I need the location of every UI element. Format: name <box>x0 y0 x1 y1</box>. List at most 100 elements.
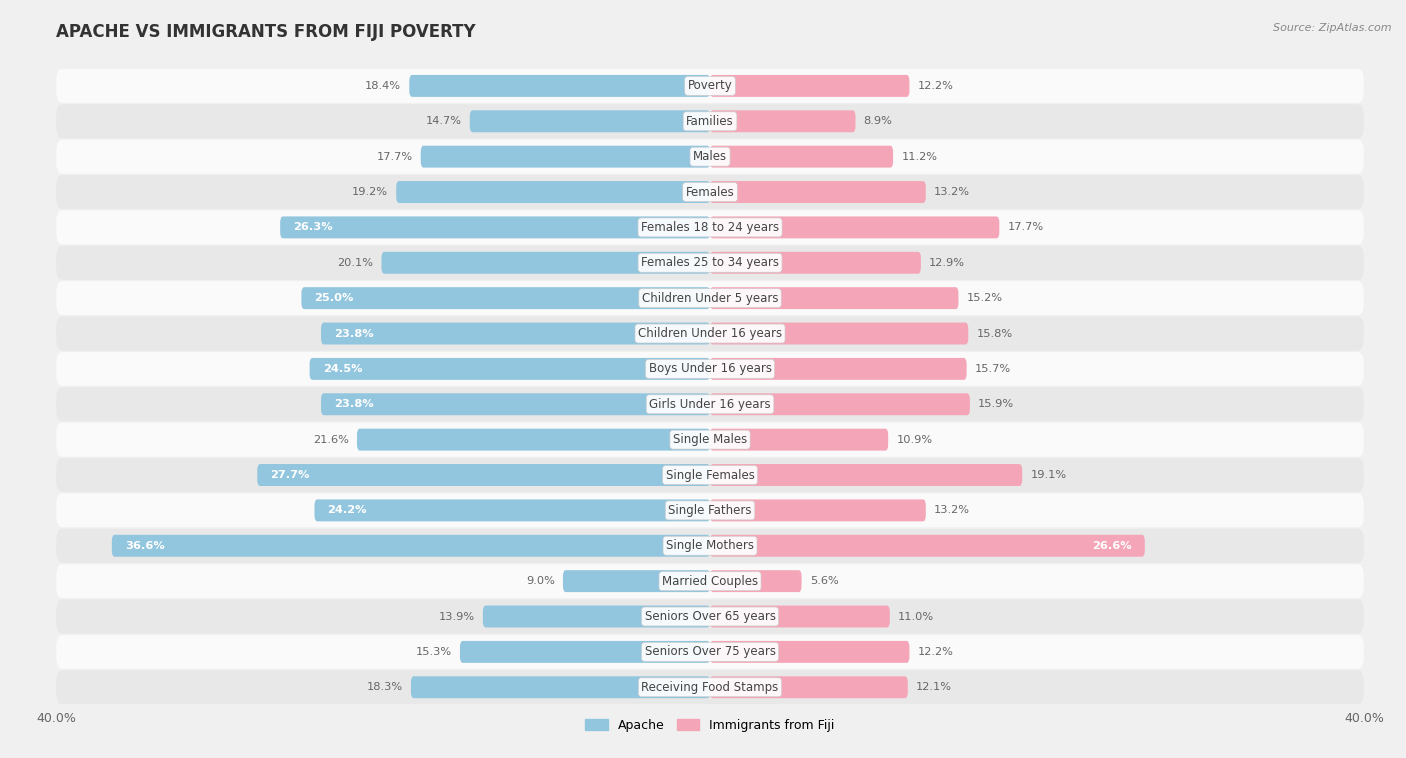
FancyBboxPatch shape <box>562 570 710 592</box>
Text: 23.8%: 23.8% <box>335 399 374 409</box>
Text: 18.4%: 18.4% <box>366 81 401 91</box>
FancyBboxPatch shape <box>56 670 1364 704</box>
Text: 25.0%: 25.0% <box>315 293 354 303</box>
FancyBboxPatch shape <box>710 252 921 274</box>
FancyBboxPatch shape <box>710 606 890 628</box>
Text: 12.2%: 12.2% <box>918 647 953 657</box>
Text: 18.3%: 18.3% <box>367 682 402 692</box>
Text: 27.7%: 27.7% <box>270 470 309 480</box>
Text: 15.3%: 15.3% <box>416 647 451 657</box>
Text: 8.9%: 8.9% <box>863 116 893 127</box>
Text: 13.2%: 13.2% <box>934 187 970 197</box>
FancyBboxPatch shape <box>710 535 1144 556</box>
FancyBboxPatch shape <box>56 635 1364 669</box>
Text: 19.1%: 19.1% <box>1031 470 1067 480</box>
Text: 26.6%: 26.6% <box>1092 540 1132 551</box>
FancyBboxPatch shape <box>396 181 710 203</box>
FancyBboxPatch shape <box>710 641 910 662</box>
Text: 15.9%: 15.9% <box>979 399 1014 409</box>
FancyBboxPatch shape <box>56 139 1364 174</box>
Text: Children Under 5 years: Children Under 5 years <box>641 292 779 305</box>
FancyBboxPatch shape <box>56 211 1364 244</box>
FancyBboxPatch shape <box>56 281 1364 315</box>
FancyBboxPatch shape <box>357 429 710 450</box>
FancyBboxPatch shape <box>56 105 1364 138</box>
FancyBboxPatch shape <box>56 600 1364 634</box>
FancyBboxPatch shape <box>56 458 1364 492</box>
Text: 26.3%: 26.3% <box>294 222 333 233</box>
FancyBboxPatch shape <box>301 287 710 309</box>
Text: 15.8%: 15.8% <box>976 328 1012 339</box>
Text: 9.0%: 9.0% <box>526 576 555 586</box>
FancyBboxPatch shape <box>470 111 710 132</box>
Text: Single Females: Single Females <box>665 468 755 481</box>
Text: Seniors Over 75 years: Seniors Over 75 years <box>644 645 776 659</box>
FancyBboxPatch shape <box>710 146 893 168</box>
FancyBboxPatch shape <box>482 606 710 628</box>
FancyBboxPatch shape <box>710 429 889 450</box>
Text: 36.6%: 36.6% <box>125 540 165 551</box>
Text: 24.2%: 24.2% <box>328 506 367 515</box>
Text: Single Mothers: Single Mothers <box>666 539 754 553</box>
FancyBboxPatch shape <box>710 217 1000 238</box>
Text: Children Under 16 years: Children Under 16 years <box>638 327 782 340</box>
FancyBboxPatch shape <box>112 535 710 556</box>
Text: Boys Under 16 years: Boys Under 16 years <box>648 362 772 375</box>
Text: Single Fathers: Single Fathers <box>668 504 752 517</box>
FancyBboxPatch shape <box>321 323 710 344</box>
Text: 5.6%: 5.6% <box>810 576 838 586</box>
Text: 10.9%: 10.9% <box>897 434 932 445</box>
Text: Females 25 to 34 years: Females 25 to 34 years <box>641 256 779 269</box>
Text: Married Couples: Married Couples <box>662 575 758 587</box>
Text: Source: ZipAtlas.com: Source: ZipAtlas.com <box>1274 23 1392 33</box>
FancyBboxPatch shape <box>56 493 1364 528</box>
Text: Receiving Food Stamps: Receiving Food Stamps <box>641 681 779 694</box>
Text: 11.2%: 11.2% <box>901 152 938 161</box>
Text: Seniors Over 65 years: Seniors Over 65 years <box>644 610 776 623</box>
Text: Single Males: Single Males <box>673 433 747 446</box>
Text: 14.7%: 14.7% <box>426 116 461 127</box>
FancyBboxPatch shape <box>257 464 710 486</box>
FancyBboxPatch shape <box>56 246 1364 280</box>
Text: Females: Females <box>686 186 734 199</box>
Text: 12.2%: 12.2% <box>918 81 953 91</box>
Text: 20.1%: 20.1% <box>337 258 374 268</box>
FancyBboxPatch shape <box>420 146 710 168</box>
FancyBboxPatch shape <box>710 500 925 522</box>
Text: 12.1%: 12.1% <box>915 682 952 692</box>
Text: Poverty: Poverty <box>688 80 733 92</box>
FancyBboxPatch shape <box>321 393 710 415</box>
FancyBboxPatch shape <box>710 358 967 380</box>
Text: 15.2%: 15.2% <box>967 293 1002 303</box>
FancyBboxPatch shape <box>381 252 710 274</box>
Text: 15.7%: 15.7% <box>974 364 1011 374</box>
Text: 21.6%: 21.6% <box>314 434 349 445</box>
FancyBboxPatch shape <box>710 181 925 203</box>
FancyBboxPatch shape <box>710 464 1022 486</box>
Text: 12.9%: 12.9% <box>929 258 965 268</box>
FancyBboxPatch shape <box>56 69 1364 103</box>
Text: APACHE VS IMMIGRANTS FROM FIJI POVERTY: APACHE VS IMMIGRANTS FROM FIJI POVERTY <box>56 23 475 41</box>
FancyBboxPatch shape <box>56 529 1364 562</box>
FancyBboxPatch shape <box>411 676 710 698</box>
Text: 17.7%: 17.7% <box>377 152 412 161</box>
FancyBboxPatch shape <box>710 323 969 344</box>
FancyBboxPatch shape <box>460 641 710 662</box>
FancyBboxPatch shape <box>56 564 1364 598</box>
Text: 13.2%: 13.2% <box>934 506 970 515</box>
FancyBboxPatch shape <box>710 676 908 698</box>
Text: Females 18 to 24 years: Females 18 to 24 years <box>641 221 779 234</box>
Legend: Apache, Immigrants from Fiji: Apache, Immigrants from Fiji <box>581 714 839 737</box>
FancyBboxPatch shape <box>710 75 910 97</box>
FancyBboxPatch shape <box>56 387 1364 421</box>
FancyBboxPatch shape <box>710 111 855 132</box>
FancyBboxPatch shape <box>710 570 801 592</box>
FancyBboxPatch shape <box>56 317 1364 350</box>
FancyBboxPatch shape <box>315 500 710 522</box>
FancyBboxPatch shape <box>710 287 959 309</box>
Text: 23.8%: 23.8% <box>335 328 374 339</box>
FancyBboxPatch shape <box>56 352 1364 386</box>
Text: 13.9%: 13.9% <box>439 612 475 622</box>
FancyBboxPatch shape <box>56 175 1364 209</box>
FancyBboxPatch shape <box>309 358 710 380</box>
